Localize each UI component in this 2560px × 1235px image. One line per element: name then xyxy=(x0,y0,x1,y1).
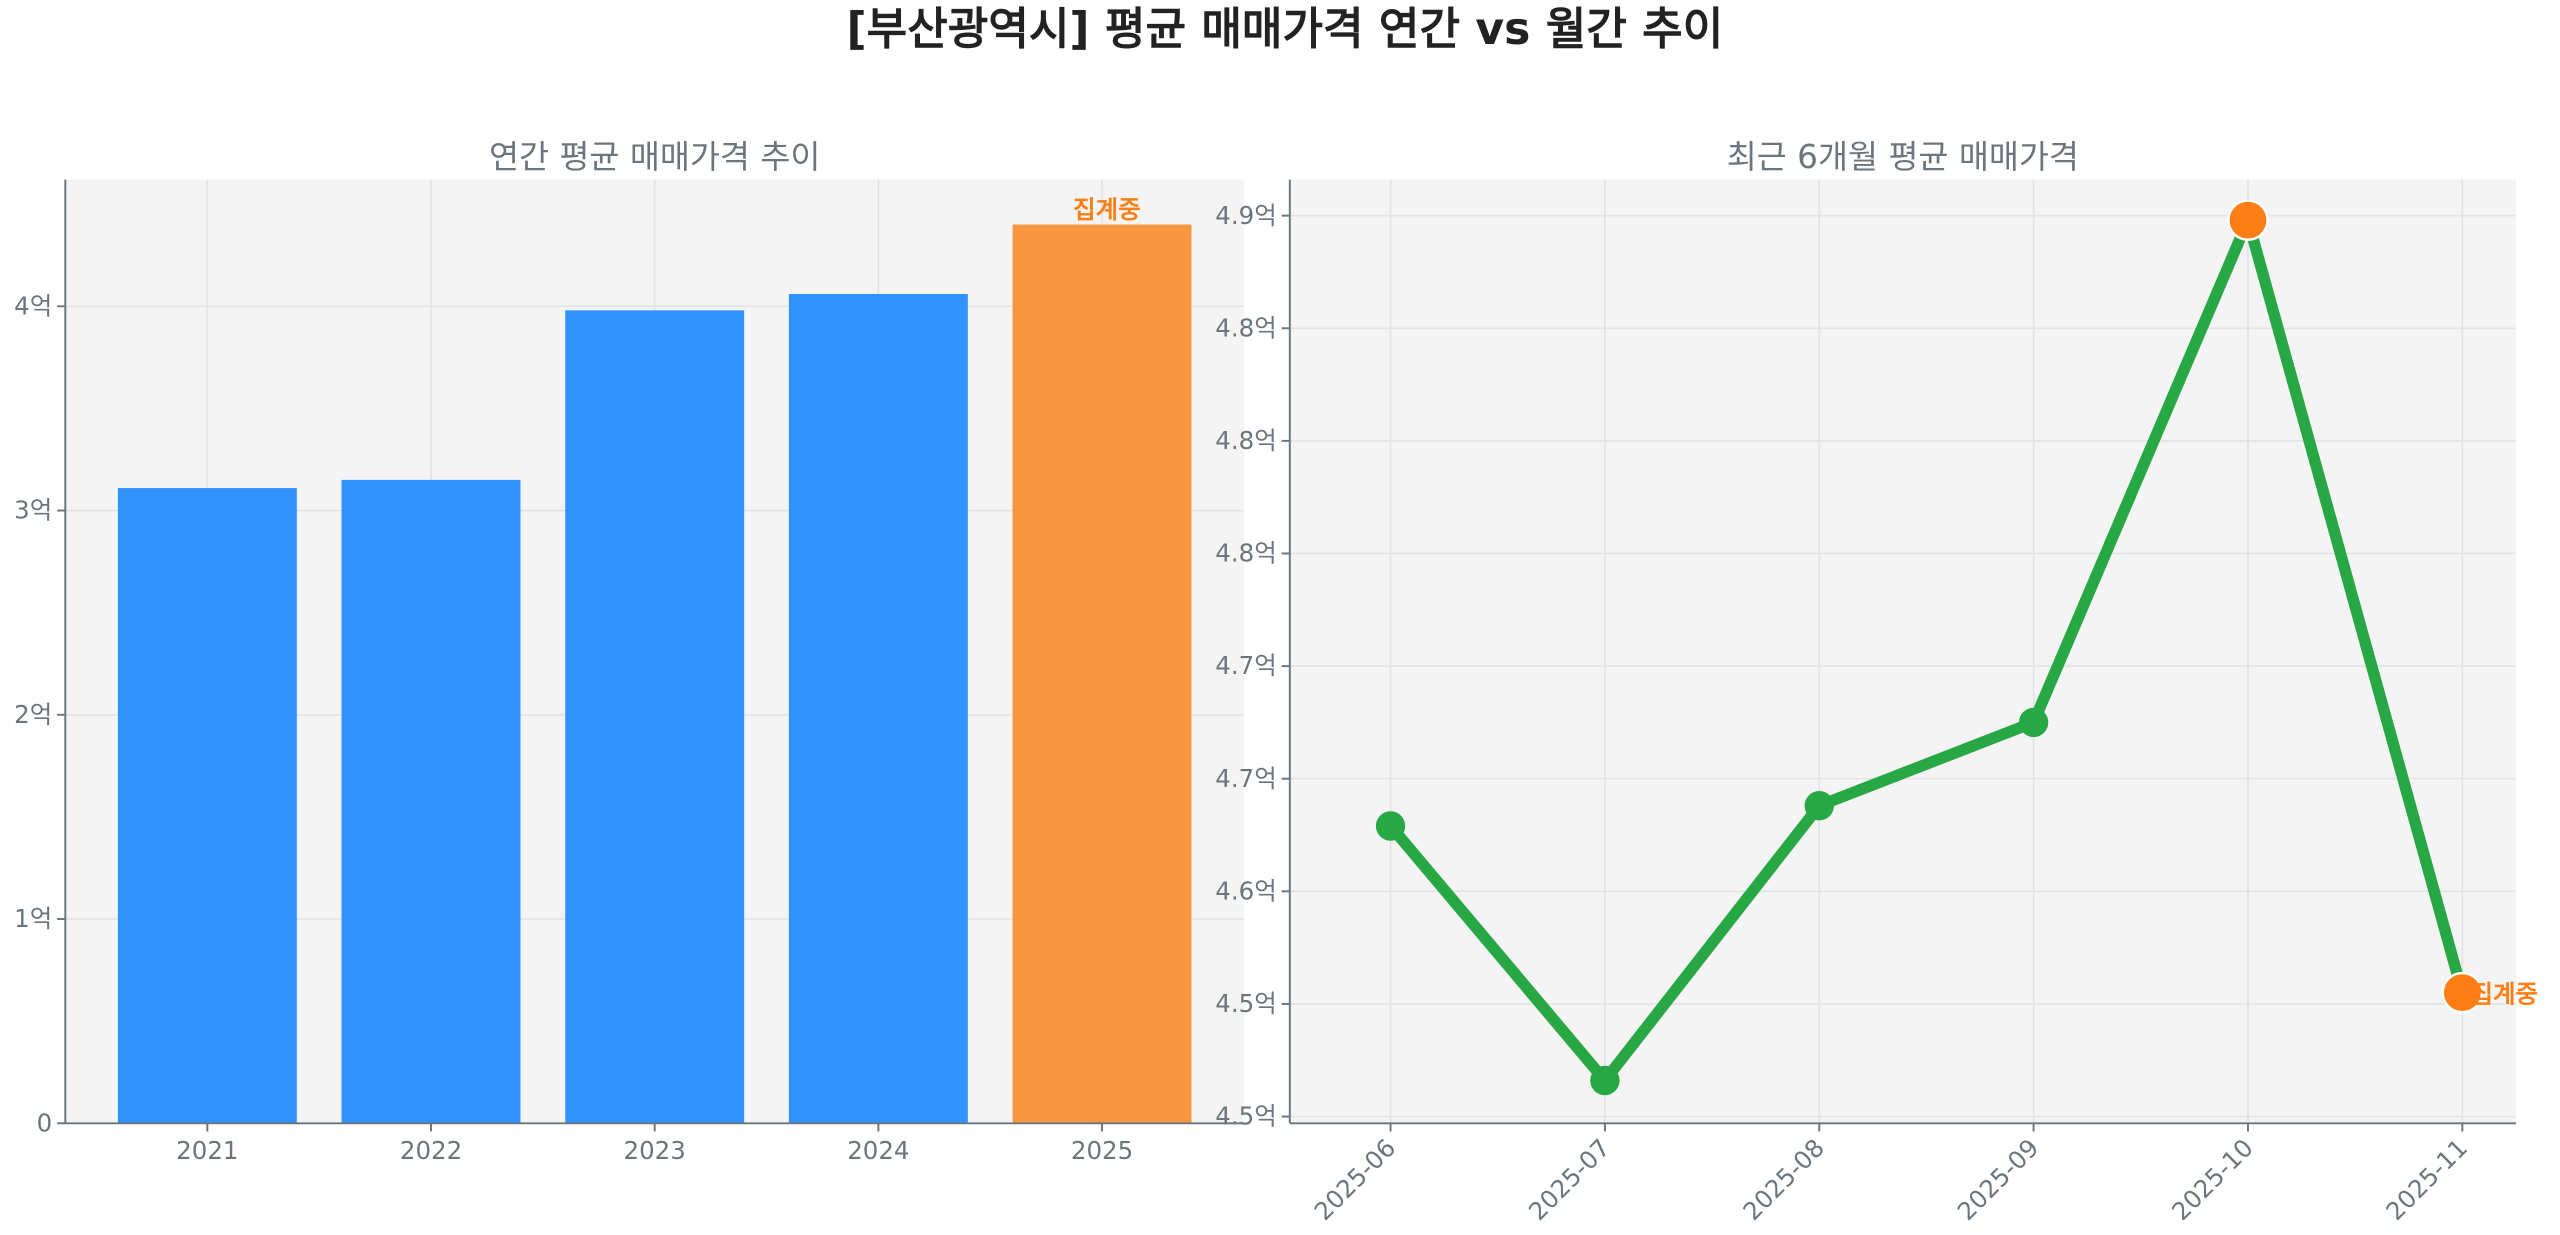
y-tick-label: 4.8억 xyxy=(1215,313,1276,342)
x-tick-label: 2025 xyxy=(1071,1136,1133,1165)
bar-2023 xyxy=(565,310,745,1124)
x-tick-label: 2025-06 xyxy=(1309,1133,1402,1226)
point-2025-08 xyxy=(1804,791,1834,821)
y-tick-label: 4.7억 xyxy=(1215,764,1276,793)
y-tick-label: 4.6억 xyxy=(1215,876,1276,905)
bar-2021 xyxy=(117,488,297,1124)
y-tick-label: 3억 xyxy=(14,496,52,525)
partial-annotation: 집계중 xyxy=(1073,195,1141,224)
figure-title: [부산광역시] 평균 매매가격 연간 vs 월간 추이 xyxy=(847,4,1724,55)
x-tick-label: 2025-09 xyxy=(1952,1133,2045,1226)
series-line xyxy=(1386,214,2468,1087)
point-2025-06 xyxy=(1375,811,1406,841)
point-2025-09 xyxy=(2018,707,2049,738)
y-tick-label: 0 xyxy=(37,1108,53,1137)
x-tick-label: 2025-07 xyxy=(1523,1133,1616,1226)
partial-annotation: 집계중 xyxy=(2470,979,2538,1008)
line-chart-panel: 최근 6개월 평균 매매가격 4.5억 4.5억 4.6억 4.7억 4.7억 4.8억 4.… xyxy=(1215,138,2538,1226)
y-tick-label: 2억 xyxy=(14,700,52,729)
x-tick-label: 2022 xyxy=(400,1136,462,1165)
x-tick-label: 2025-11 xyxy=(2380,1133,2473,1226)
x-tick-label: 2025-10 xyxy=(2166,1133,2259,1226)
y-tick-label: 4.8억 xyxy=(1215,426,1276,455)
plot-area xyxy=(1289,179,2516,1124)
bar-2024 xyxy=(788,294,968,1124)
bar-chart-panel: 연간 평균 매매가격 추이 0 1억 2억 3억 4억 2021 2022 2023 2024 20… xyxy=(14,138,1245,1165)
y-tick-label: 4.5억 xyxy=(1215,1102,1276,1131)
x-tick-label: 2023 xyxy=(624,1136,686,1165)
chart-title: 연간 평균 매매가격 추이 xyxy=(489,138,820,176)
bar-2022 xyxy=(341,479,521,1124)
y-tick-label: 4억 xyxy=(14,291,52,320)
x-tick-label: 2021 xyxy=(176,1136,238,1165)
point-2025-11 xyxy=(2441,971,2484,1014)
chart-title: 최근 6개월 평균 매매가격 xyxy=(1727,138,2079,176)
y-tick-label: 4.5억 xyxy=(1215,989,1276,1018)
y-tick-label: 4.9억 xyxy=(1215,201,1276,230)
y-tick-label: 4.8억 xyxy=(1215,539,1276,568)
point-2025-10 xyxy=(2227,199,2269,241)
x-tick-label: 2024 xyxy=(847,1136,909,1165)
y-tick-label: 1억 xyxy=(14,904,52,933)
bar-2025 xyxy=(1012,224,1192,1124)
point-2025-07 xyxy=(1590,1065,1620,1096)
y-tick-label: 4.7억 xyxy=(1215,651,1276,680)
x-tick-label: 2025-08 xyxy=(1737,1133,1830,1226)
